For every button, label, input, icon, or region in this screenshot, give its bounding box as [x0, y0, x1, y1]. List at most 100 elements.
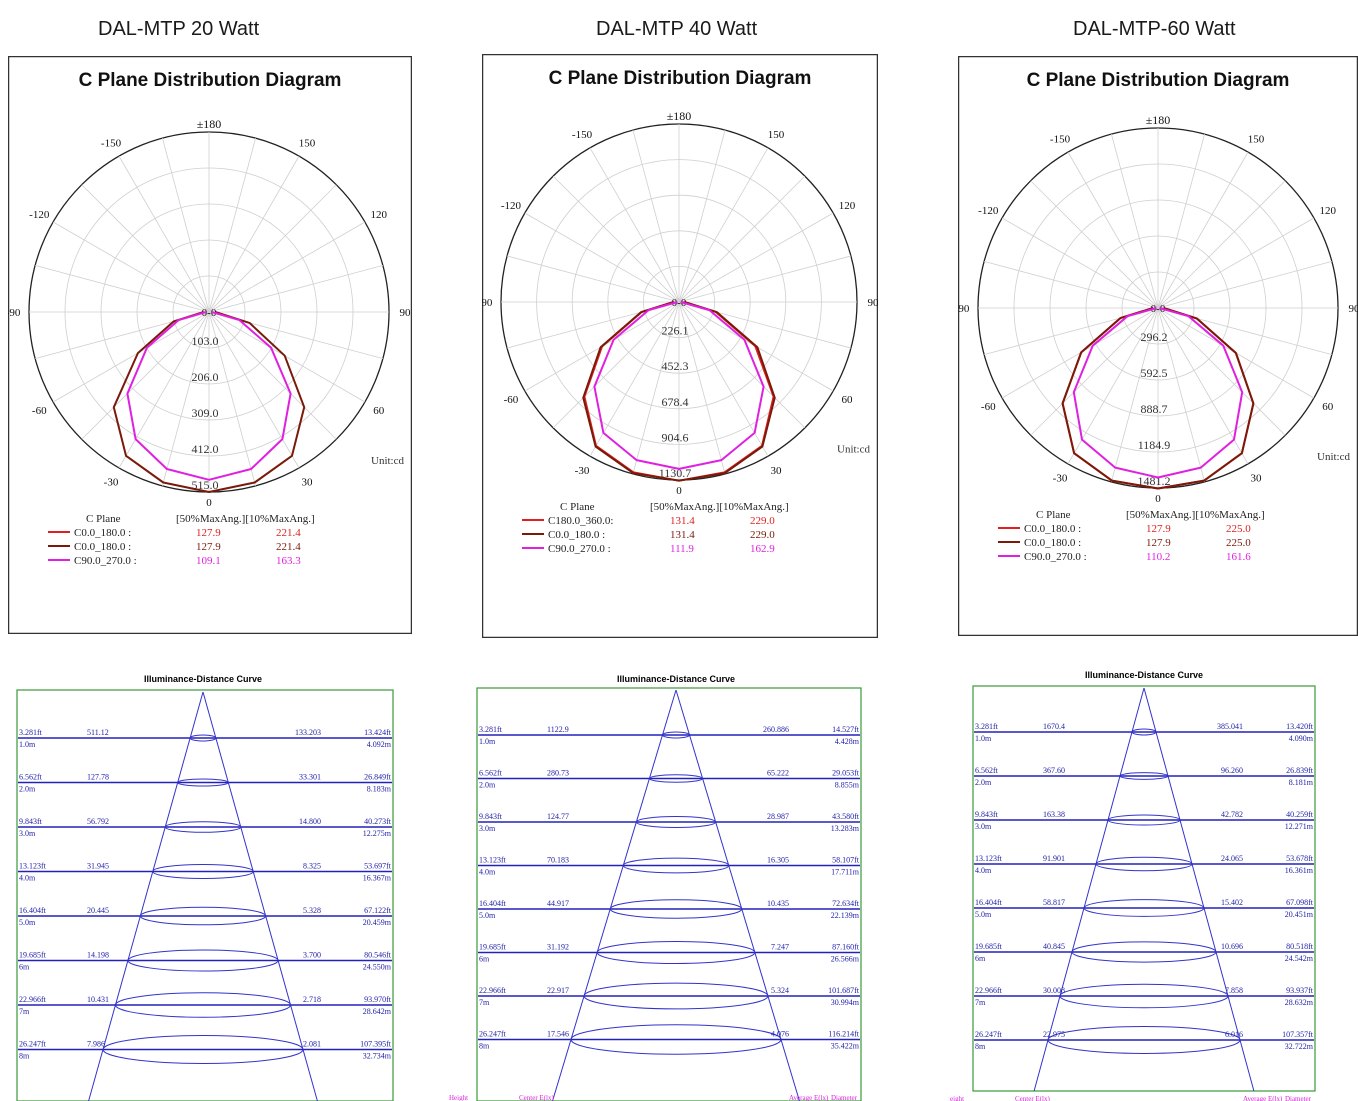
diameter-m-label: 20.451m — [1285, 910, 1314, 919]
height-m-label: 4.0m — [479, 868, 496, 877]
curve-frame — [972, 685, 1316, 1092]
radial-value-label: 103.0 — [192, 334, 219, 348]
average-lux-label: 385.041 — [1217, 722, 1243, 731]
center-lux-label: 1670.4 — [1043, 722, 1065, 731]
angle-label: -30 — [104, 477, 119, 489]
radial-value-label: 296.2 — [1141, 330, 1168, 344]
average-lux-label: 24.065 — [1221, 854, 1243, 863]
grid-radial — [118, 311, 210, 469]
grid-radial — [1157, 151, 1249, 309]
angle-label: -60 — [32, 405, 47, 417]
height-m-label: 2.0m — [19, 785, 36, 794]
angle-label: -120 — [978, 205, 999, 217]
height-m-label: 3.0m — [479, 824, 496, 833]
legend-50-value: 131.4 — [670, 529, 695, 541]
polar-chart-40w: C Plane Distribution Diagram -150 150 -120 1… — [482, 54, 878, 638]
radial-value-label: 206.0 — [192, 370, 219, 384]
angle-label: -150 — [1050, 133, 1071, 145]
footer-center-label: Center E(lx) — [1015, 1095, 1050, 1101]
legend-plane-name: C0.0_180.0 : — [1024, 523, 1081, 535]
diameter-m-label: 32.722m — [1285, 1042, 1314, 1051]
grid-radial — [162, 138, 210, 313]
diameter-m-label: 28.642m — [363, 1007, 392, 1016]
height-m-label: 6m — [975, 954, 986, 963]
beam-ellipse — [1107, 814, 1181, 826]
center-label: 0-0 — [672, 297, 687, 309]
grid-radial — [632, 301, 680, 475]
cone-edge-right — [202, 691, 318, 1101]
legend-10-value: 221.4 — [276, 541, 301, 553]
legend-10-value: 225.0 — [1226, 523, 1251, 535]
center-lux-label: 1122.9 — [547, 725, 569, 734]
illuminance-curve-40w: Illuminance-Distance Curve 3.281ft 1.0m 112… — [449, 674, 862, 1101]
angle-label: 30 — [1251, 473, 1263, 485]
diameter-m-label: 8.181m — [1289, 778, 1314, 787]
grid-radial — [506, 255, 680, 303]
average-lux-label: 5.328 — [303, 906, 321, 915]
average-lux-label: 5.324 — [771, 986, 789, 995]
grid-radial — [1030, 307, 1159, 436]
angle-label: -90 — [958, 303, 970, 315]
average-lux-label: 96.260 — [1221, 766, 1243, 775]
diameter-ft-label: 53.678ft — [1286, 854, 1314, 863]
height-ft-label: 19.685ft — [19, 951, 47, 960]
legend-10-value: 229.0 — [750, 529, 775, 541]
center-lux-label: 127.78 — [87, 773, 109, 782]
height-m-label: 8m — [479, 1042, 490, 1051]
legend-header-cols: [50%MaxAng.][10%MaxAng.] — [176, 513, 315, 525]
legend-header-plane: C Plane — [560, 501, 595, 513]
diameter-ft-label: 67.122ft — [364, 906, 392, 915]
height-ft-label: 19.685ft — [479, 943, 507, 952]
beam-ellipse — [1131, 728, 1157, 736]
height-ft-label: 9.843ft — [479, 812, 503, 821]
angle-label: -120 — [501, 200, 522, 212]
polar-chart-60w: C Plane Distribution Diagram -150 150 -120 1… — [958, 56, 1358, 636]
legend-50-value: 109.1 — [196, 555, 221, 567]
center-lux-label: 22.975 — [1043, 1030, 1065, 1039]
average-lux-label: 2.718 — [303, 995, 321, 1004]
center-lux-label: 7.986 — [87, 1040, 105, 1049]
diameter-ft-label: 13.420ft — [1286, 722, 1314, 731]
average-lux-label: 260.886 — [763, 725, 789, 734]
beam-ellipse — [1083, 899, 1205, 917]
height-ft-label: 9.843ft — [19, 817, 43, 826]
legend-50-value: 110.2 — [1146, 551, 1170, 563]
beam-ellipse — [1119, 772, 1169, 780]
grid-radial — [1157, 134, 1205, 309]
grid-radial — [678, 255, 852, 303]
grid-radial — [1001, 217, 1159, 309]
height-m-label: 5.0m — [479, 911, 496, 920]
beam-ellipse — [1095, 856, 1193, 872]
beam-ellipse — [189, 734, 217, 742]
grid-radial — [1157, 307, 1286, 436]
chart-frame — [482, 54, 878, 638]
cone-edge-left — [552, 689, 677, 1101]
height-m-label: 3.0m — [19, 829, 36, 838]
grid-radial — [678, 301, 806, 429]
legend-plane-name: C0.0_180.0 : — [548, 529, 605, 541]
grid-radial — [1067, 307, 1159, 465]
legend-10-value: 221.4 — [276, 527, 301, 539]
diameter-m-label: 4.090m — [1289, 734, 1314, 743]
legend-header-plane: C Plane — [1036, 509, 1071, 521]
center-lux-label: 58.817 — [1043, 898, 1065, 907]
grid-radial — [1111, 307, 1159, 482]
footer-diameter-label: Diameter — [831, 1094, 858, 1101]
center-lux-label: 31.945 — [87, 862, 109, 871]
height-m-label: 6m — [19, 963, 30, 972]
cone-edge-left — [1033, 687, 1145, 1092]
grid-radial — [1111, 134, 1159, 309]
legend-plane-name: C180.0_360.0: — [548, 515, 613, 527]
diameter-m-label: 16.367m — [363, 874, 392, 883]
curve-frame — [16, 689, 394, 1101]
grid-radial — [81, 311, 210, 440]
grid-radial — [678, 212, 834, 303]
diameter-ft-label: 80.518ft — [1286, 942, 1314, 951]
radial-value-label: 592.5 — [1141, 366, 1168, 380]
legend-header-cols: [50%MaxAng.][10%MaxAng.] — [650, 501, 789, 513]
average-lux-label: 133.203 — [295, 728, 321, 737]
center-lux-label: 14.198 — [87, 951, 109, 960]
beam-ellipse — [570, 1024, 782, 1055]
radial-value-label: 888.7 — [1141, 402, 1168, 416]
height-m-label: 4.0m — [975, 866, 992, 875]
